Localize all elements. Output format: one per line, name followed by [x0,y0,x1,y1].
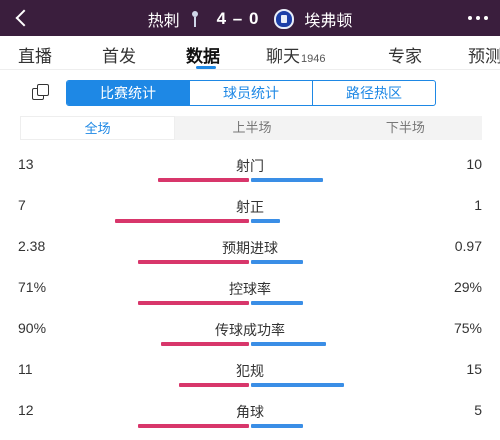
away-bar [251,301,303,305]
home-value: 13 [18,156,34,172]
away-team-name: 埃弗顿 [304,13,353,30]
away-bar [251,424,303,428]
away-value: 29% [453,279,482,295]
home-value: 11 [18,361,33,377]
away-bar [251,383,344,387]
home-bar [138,260,249,264]
home-bar [161,342,249,346]
stat-name: 犯规 [236,363,264,379]
home-value: 7 [18,197,26,213]
stat-name: 射门 [236,158,264,174]
match-score: 4 – 0 [216,9,260,28]
home-bar [115,219,249,223]
everton-crest-icon [273,9,294,29]
stat-row-fouls: 11 犯规 15 [0,361,500,399]
main-tabs: 直播 首发 数据 聊天1946 专家 预测 [0,36,500,70]
chat-count: 1946 [301,53,326,65]
away-value: 0.97 [454,238,482,254]
away-bar [251,178,323,182]
tab-expert[interactable]: 专家 [388,47,422,66]
stat-name: 预期进球 [222,240,278,256]
away-value: 10 [466,156,482,172]
tab-chat[interactable]: 聊天1946 [266,47,326,66]
stat-row-corners: 12 角球 5 [0,402,500,440]
stat-name: 射正 [236,199,264,215]
tab-data[interactable]: 数据 [186,47,220,66]
period-first-half[interactable]: 上半场 [232,120,272,135]
stat-row-possession: 71% 控球率 29% [0,279,500,317]
home-value: 71% [18,279,47,295]
home-team-name: 热刺 [147,13,180,30]
stat-name: 传球成功率 [215,322,285,338]
away-value: 15 [466,361,482,377]
stat-row-shots: 13 射门 10 [0,156,500,194]
seg-heatmap[interactable]: 路径热区 [346,85,402,101]
home-bar [158,178,249,182]
away-value: 1 [474,197,482,213]
period-full-match[interactable]: 全场 [20,116,176,140]
away-value: 75% [453,320,482,336]
away-bar [251,219,280,223]
away-bar [251,260,303,264]
home-bar [138,301,249,305]
tab-prediction[interactable]: 预测 [468,47,500,66]
away-bar [251,342,326,346]
period-second-half[interactable]: 下半场 [385,120,425,135]
home-value: 2.38 [18,238,46,254]
active-tab-indicator [196,66,216,69]
seg-player-stats[interactable]: 球员统计 [190,81,313,105]
stat-row-xg: 2.38 预期进球 0.97 [0,238,500,276]
stats-type-switch: 比赛统计 球员统计 路径热区 [66,80,436,106]
stat-name: 控球率 [229,281,271,297]
more-dots-icon[interactable] [468,10,488,26]
stat-row-shots-on-target: 7 射正 1 [0,197,500,235]
match-header: 热刺 4 – 0 埃弗顿 [0,0,500,36]
period-switch: 全场 上半场 下半场 [20,116,482,140]
home-bar [179,383,249,387]
tab-live[interactable]: 直播 [18,47,52,66]
home-bar [138,424,249,428]
seg-match-stats[interactable]: 比赛统计 [67,81,190,105]
away-value: 5 [474,402,482,418]
spurs-crest-icon [190,10,200,28]
stat-name: 角球 [236,404,264,420]
home-value: 90% [18,320,47,336]
match-score-line: 热刺 4 – 0 埃弗顿 [0,7,500,31]
copy-icon[interactable] [32,84,50,102]
tab-lineup[interactable]: 首发 [102,47,136,66]
home-value: 12 [18,402,34,418]
stat-row-pass-accuracy: 90% 传球成功率 75% [0,320,500,358]
